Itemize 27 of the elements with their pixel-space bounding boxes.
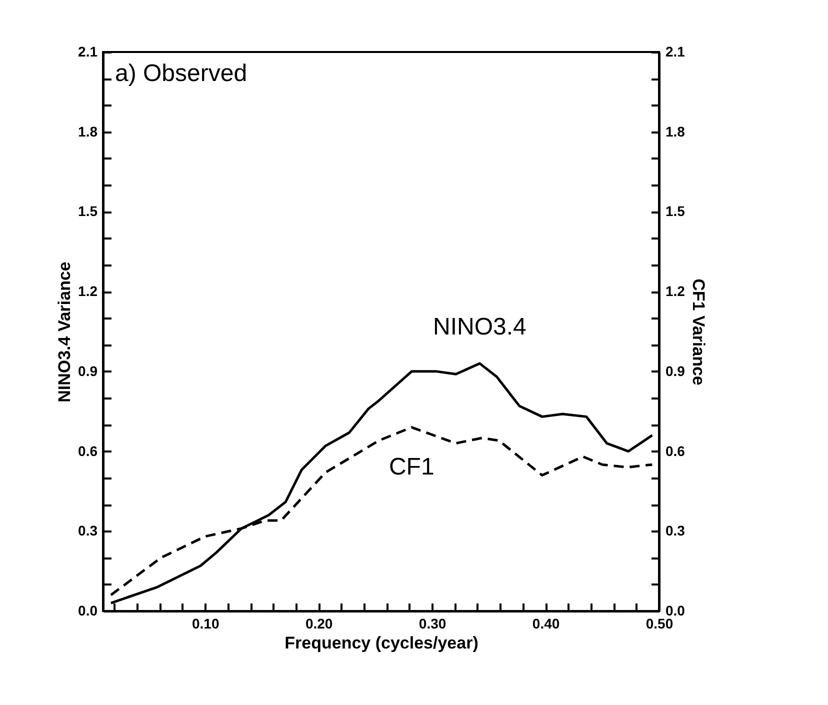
x-tick-label: 0.40 <box>532 616 560 632</box>
y-tick-label: 0.9 <box>78 362 98 379</box>
y2-tick-label: 1.8 <box>666 123 686 140</box>
y-tick-label: 0.0 <box>78 602 98 618</box>
series-label: CF1 <box>388 453 434 480</box>
y2-tick-label: 2.1 <box>666 44 686 60</box>
x-tick-label: 0.50 <box>646 616 674 632</box>
y-tick-label: 1.5 <box>78 203 98 220</box>
y-axis-title: NINO3.4 Variance <box>55 262 74 402</box>
y2-tick-label: 1.2 <box>666 283 686 300</box>
y2-tick-label: 1.5 <box>666 203 686 220</box>
y2-tick-label: 0.9 <box>666 362 686 379</box>
x-tick-label: 0.10 <box>192 616 220 632</box>
y2-axis-title: CF1 Variance <box>688 278 708 386</box>
y2-tick-label: 0.3 <box>666 522 686 539</box>
series-label: NINO3.4 <box>433 313 526 340</box>
y-tick-label: 1.2 <box>78 283 98 300</box>
y2-tick-label: 0.6 <box>666 442 686 459</box>
x-axis-title: Frequency (cycles/year) <box>284 634 478 652</box>
y2-tick-label: 0.0 <box>666 602 686 618</box>
x-tick-label: 0.30 <box>418 616 446 632</box>
y-tick-label: 1.8 <box>78 123 98 140</box>
y-tick-label: 0.3 <box>78 522 98 539</box>
y-tick-label: 2.1 <box>78 44 98 60</box>
x-tick-label: 0.20 <box>305 616 333 632</box>
y-tick-label: 0.6 <box>78 442 98 459</box>
annotation: a) Observed <box>115 60 248 87</box>
